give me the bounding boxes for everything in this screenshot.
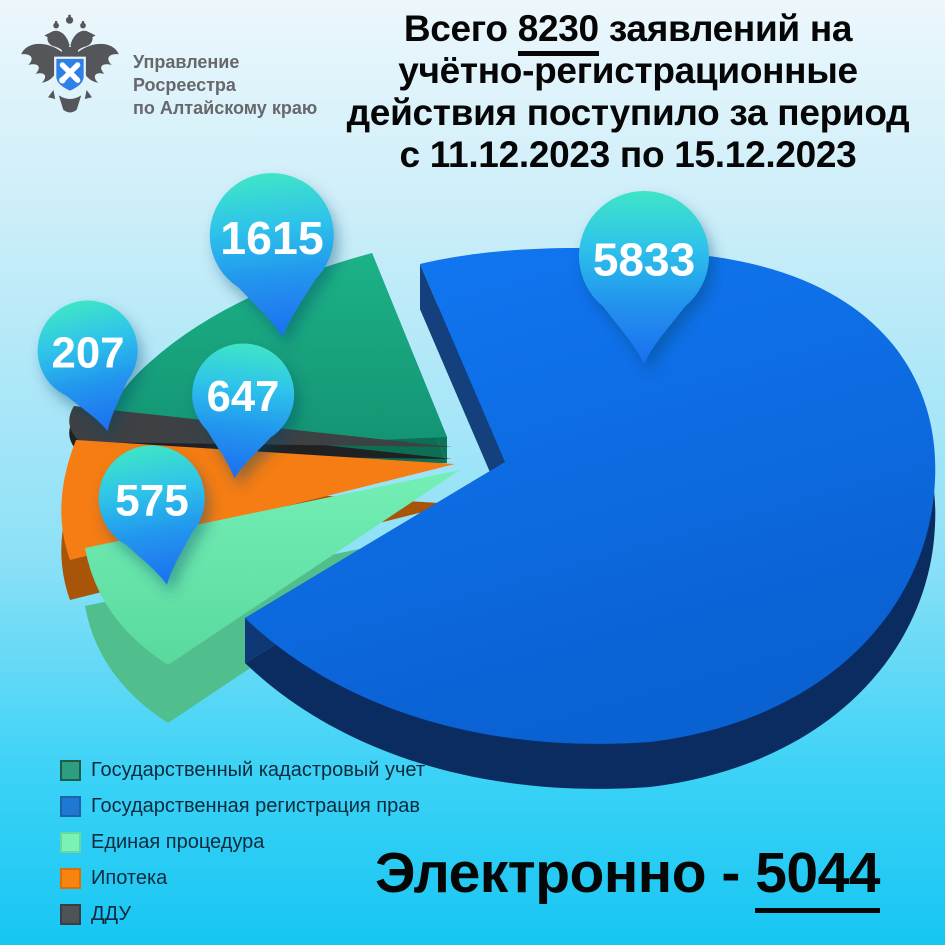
legend-label: ДДУ <box>91 902 132 925</box>
legend-swatch-teal <box>60 759 81 781</box>
electronic-label: Электронно - <box>374 841 740 905</box>
legend-item-ipoteka: Ипотека <box>60 860 425 896</box>
title-total-underlined: 8230 <box>517 8 599 56</box>
callout-value-5833: 5833 <box>593 234 695 286</box>
page-title: Всего 8230 заявлений на учётно-регистрац… <box>318 8 938 176</box>
legend-item-ddu: ДДУ <box>60 896 425 932</box>
callout-575: 575 <box>90 437 220 595</box>
legend-swatch-mint <box>60 831 81 853</box>
callout-value-207: 207 <box>52 329 125 378</box>
chart-legend: Государственный кадастровый учет Государ… <box>60 752 425 932</box>
legend-swatch-orange <box>60 867 81 889</box>
callout-value-647: 647 <box>207 373 280 421</box>
legend-label: Единая процедура <box>91 830 265 853</box>
callout-207: 207 <box>26 289 157 443</box>
callout-value-1615: 1615 <box>220 212 323 264</box>
title-part2: заявлений на <box>608 8 853 49</box>
electronic-value-underlined: 5044 <box>755 841 881 913</box>
title-part1: Всего <box>403 8 508 49</box>
legend-label: Ипотека <box>91 866 168 889</box>
title-line2: учётно-регистрационные <box>398 50 858 91</box>
pie-slice-registratsiya <box>245 248 936 789</box>
callout-value-575: 575 <box>115 476 189 525</box>
callout-1615: 1615 <box>203 166 345 344</box>
org-name: Управление Росреестра по Алтайскому краю <box>133 51 343 120</box>
title-line4: с 11.12.2023 по 15.12.2023 <box>399 134 857 175</box>
legend-swatch-blue <box>60 795 81 817</box>
legend-swatch-gray <box>60 903 81 925</box>
org-name-line1: Управление Росреестра <box>133 52 240 95</box>
legend-label: Государственный кадастровый учет <box>91 758 426 781</box>
callout-5833: 5833 <box>579 191 709 364</box>
legend-item-edinaya: Единая процедура <box>60 824 425 860</box>
eagle-emblem-icon <box>21 14 119 113</box>
org-name-line2: по Алтайскому краю <box>133 98 318 118</box>
crossed-tools-icon <box>59 62 81 83</box>
legend-label: Государственная регистрация прав <box>91 794 420 817</box>
rosreestr-logo <box>14 10 126 128</box>
electronic-total: Электронно - 5044 <box>320 840 935 913</box>
title-line3: действия поступило за период <box>346 92 910 133</box>
callout-647: 647 <box>183 338 300 484</box>
legend-item-registratsiya: Государственная регистрация прав <box>60 788 425 824</box>
legend-item-kadastr: Государственный кадастровый учет <box>60 752 425 788</box>
